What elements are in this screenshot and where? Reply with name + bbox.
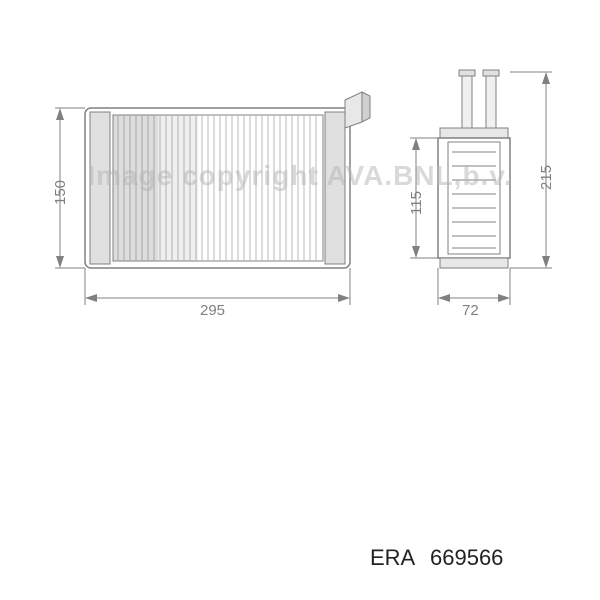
brand-name: ERA	[370, 545, 415, 571]
dim-side-width	[0, 0, 600, 600]
label-side-width: 72	[462, 302, 479, 319]
part-number: 669566	[430, 545, 503, 571]
